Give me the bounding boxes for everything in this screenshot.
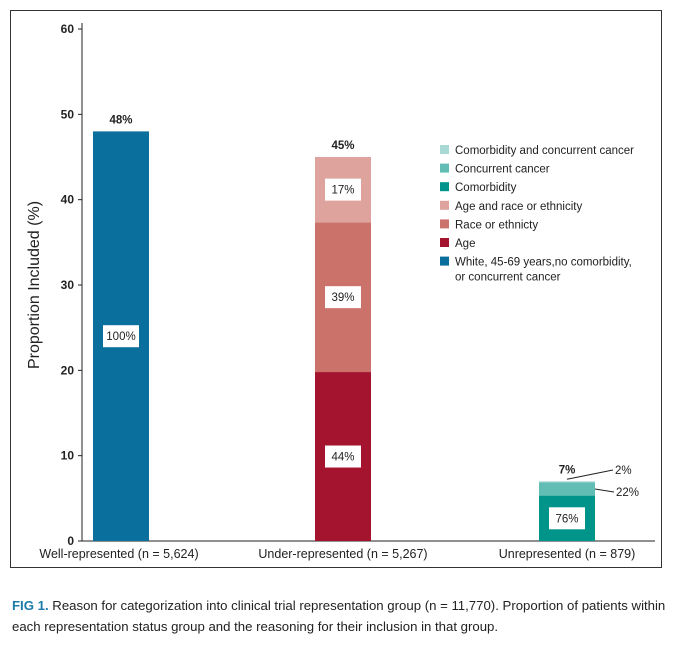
y-tick-label: 30 [61, 278, 75, 292]
legend-swatch [440, 163, 449, 173]
legend-swatch [440, 145, 449, 154]
data-label-box [549, 507, 585, 530]
figure-number: FIG 1. [12, 598, 49, 613]
x-tick-label: Under-represented (n = 5,267) [258, 547, 427, 561]
legend-swatch [440, 238, 449, 247]
legend-label: White, 45-69 years,no comorbidity, [455, 257, 632, 269]
callout-line [594, 488, 615, 493]
legend-label: Comorbidity [455, 182, 517, 194]
legend-swatch [440, 182, 449, 192]
legend-swatch [440, 256, 449, 266]
bar-segment [539, 481, 595, 483]
data-label: 22% [616, 487, 639, 499]
bar-segment [539, 482, 595, 496]
legend-label: Concurrent cancer [455, 164, 550, 176]
y-tick-label: 10 [61, 449, 75, 463]
stacked-bar-chart: 0 10 20 30 40 50 60 Proportion Included (%) Well… [26, 22, 655, 561]
legend-swatch [440, 200, 449, 210]
data-label: 2% [615, 465, 632, 477]
data-label: 17% [331, 185, 354, 197]
legend-label: or concurrent cancer [455, 272, 561, 284]
data-label-box [325, 286, 361, 309]
y-tick-label: 60 [61, 22, 75, 36]
x-tick-label: Well-represented (n = 5,624) [39, 547, 198, 561]
legend-label: Comorbidity and concurrent cancer [455, 145, 634, 157]
y-tick-label: 20 [61, 363, 75, 377]
legend-label: Age and race or ethnicity [455, 201, 582, 213]
y-tick-label: 50 [61, 107, 75, 121]
data-label: 76% [555, 513, 578, 525]
data-label-box [325, 445, 361, 468]
figure-caption: FIG 1. Reason for categorization into cl… [12, 595, 672, 637]
y-axis-label: Proportion Included (%) [26, 201, 43, 369]
data-label: 39% [331, 292, 354, 304]
x-tick-label: Unrepresented (n = 879) [499, 547, 636, 561]
legend-swatch [440, 219, 449, 229]
data-label: 100% [106, 331, 135, 343]
total-label: 7% [559, 464, 576, 476]
callout-line [566, 469, 614, 480]
legend-label: Race or ethnicty [455, 219, 538, 231]
y-tick-label: 40 [61, 193, 75, 207]
data-label-box [103, 325, 139, 348]
data-label-box [325, 178, 361, 201]
legend-label: Age [455, 238, 475, 250]
total-label: 45% [331, 140, 354, 152]
data-label: 44% [331, 452, 354, 464]
chart-frame [10, 10, 662, 568]
y-tick-label: 0 [67, 534, 74, 548]
total-label: 48% [109, 114, 132, 126]
caption-text: Reason for categorization into clinical … [12, 598, 666, 634]
